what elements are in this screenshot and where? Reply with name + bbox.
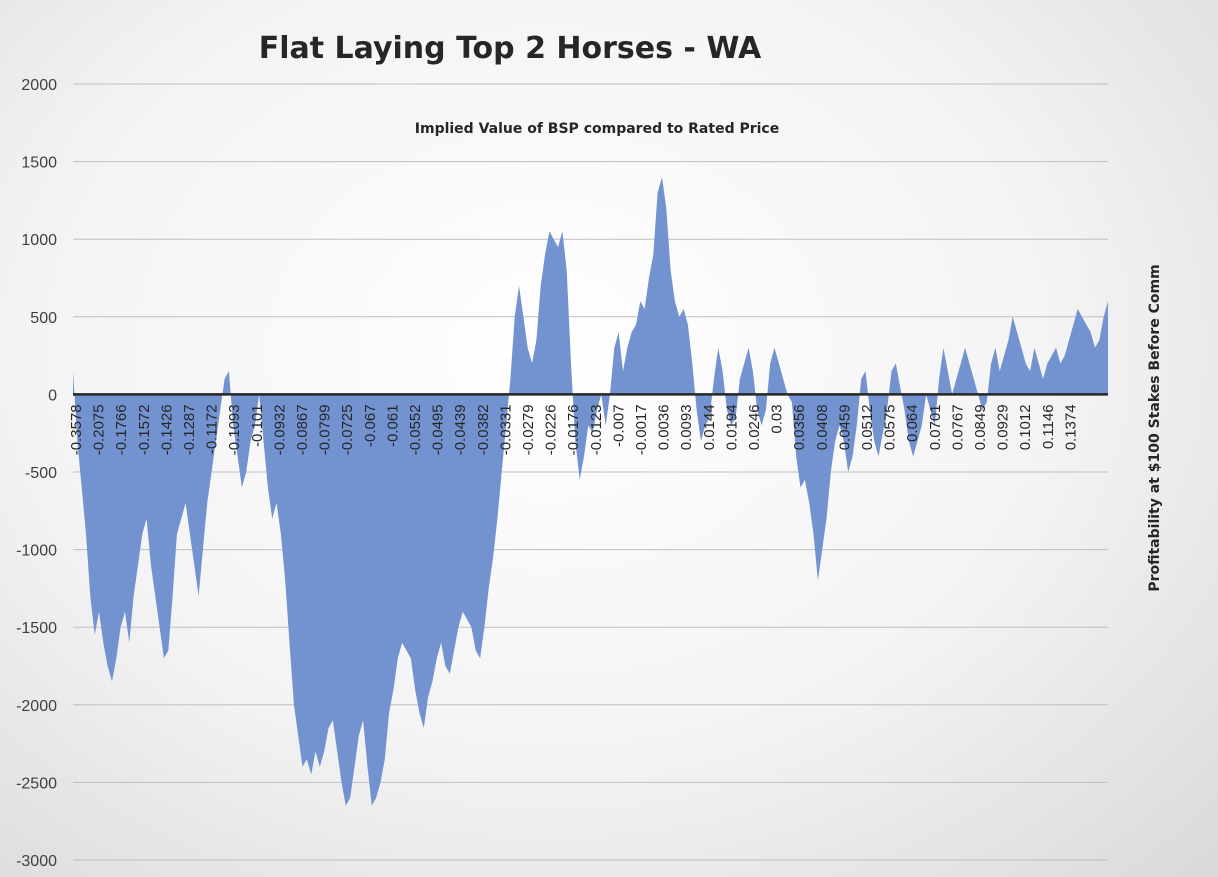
area-series xyxy=(73,177,1108,806)
x-tick-label: -0.3578 xyxy=(68,404,85,455)
x-tick-label: 0.0575 xyxy=(882,404,899,450)
y-tick-label: 1000 xyxy=(21,232,57,249)
x-tick-label: 0.064 xyxy=(904,404,921,442)
y-tick-label: -1000 xyxy=(16,543,57,560)
x-tick-label: -0.061 xyxy=(384,404,401,447)
y-tick-label: -500 xyxy=(25,465,57,482)
x-tick-label: -0.0226 xyxy=(543,404,560,455)
x-tick-label: -0.0439 xyxy=(452,404,469,455)
y-tick-labels: 2000 1500 1000 500 0 -500 -1000 -1500 -2000 -2500… xyxy=(16,77,57,870)
y-tick-label: -3000 xyxy=(16,853,57,870)
area-fill xyxy=(73,177,1108,806)
x-tick-label: 0.0093 xyxy=(678,404,695,450)
x-tick-label: 0.0929 xyxy=(995,404,1012,450)
x-tick-label: -0.0331 xyxy=(497,404,514,455)
y-tick-label: 1500 xyxy=(21,155,57,172)
y-tick-label: -2000 xyxy=(16,698,57,715)
x-tick-label: 0.1374 xyxy=(1062,404,1079,450)
x-tick-label: -0.1172 xyxy=(204,404,221,454)
x-tick-label: 0.0408 xyxy=(814,404,831,450)
x-tick-label: -0.1766 xyxy=(113,404,130,455)
x-tick-label: -0.1093 xyxy=(226,404,243,455)
chart-subtitle: Implied Value of BSP compared to Rated P… xyxy=(415,121,779,137)
x-tick-label: -0.0725 xyxy=(339,404,356,455)
x-tick-label: 0.0512 xyxy=(859,404,876,450)
x-tick-label: 0.0767 xyxy=(949,404,966,450)
x-tick-label: -0.1572 xyxy=(136,404,153,455)
y-tick-label: -2500 xyxy=(16,775,57,792)
y-tick-label: 0 xyxy=(48,387,57,404)
x-tick-label: 0.0194 xyxy=(723,404,740,450)
x-tick-label: -0.0382 xyxy=(475,404,492,455)
x-tick-label: -0.007 xyxy=(610,404,627,447)
x-tick-label: -0.067 xyxy=(362,404,379,447)
x-tick-label: -0.0176 xyxy=(565,404,582,455)
x-tick-label: -0.1426 xyxy=(158,404,175,455)
x-tick-label: 0.03 xyxy=(769,404,786,433)
x-tick-label: 0.0036 xyxy=(656,404,673,450)
x-tick-label: 0.0849 xyxy=(972,404,989,450)
x-tick-label: -0.0495 xyxy=(430,404,447,455)
x-tick-label: -0.0279 xyxy=(520,404,537,455)
y-axis-label: Profitability at $100 Stakes Before Comm xyxy=(1147,264,1163,591)
y-tick-label: 2000 xyxy=(21,77,57,94)
x-tick-label: -0.0867 xyxy=(294,404,311,455)
x-tick-label: -0.0799 xyxy=(317,404,334,455)
gridlines xyxy=(73,83,1108,861)
x-tick-label: 0.1012 xyxy=(1017,404,1034,450)
x-tick-label: -0.0932 xyxy=(271,404,288,455)
x-tick-labels: -0.3578 -0.2075 -0.1766 -0.1572 -0.1426 -0.12… xyxy=(68,404,1079,455)
x-tick-label: -0.0552 xyxy=(407,404,424,455)
x-tick-label: 0.0356 xyxy=(791,404,808,450)
x-tick-label: 0.0459 xyxy=(836,404,853,450)
x-tick-label: 0.1146 xyxy=(1040,404,1057,449)
x-tick-label: -0.0017 xyxy=(633,404,650,455)
x-tick-label: 0.0144 xyxy=(701,404,718,450)
x-tick-label: -0.2075 xyxy=(91,404,108,455)
chart-title: Flat Laying Top 2 Horses - WA xyxy=(259,31,762,66)
x-tick-label: -0.101 xyxy=(249,404,266,447)
x-tick-label: -0.0123 xyxy=(588,404,605,455)
y-tick-label: -1500 xyxy=(16,620,57,637)
x-tick-label: -0.1287 xyxy=(181,404,198,455)
x-tick-label: 0.0246 xyxy=(746,404,763,450)
x-tick-label: 0.0701 xyxy=(927,404,944,450)
y-tick-label: 500 xyxy=(30,310,57,327)
